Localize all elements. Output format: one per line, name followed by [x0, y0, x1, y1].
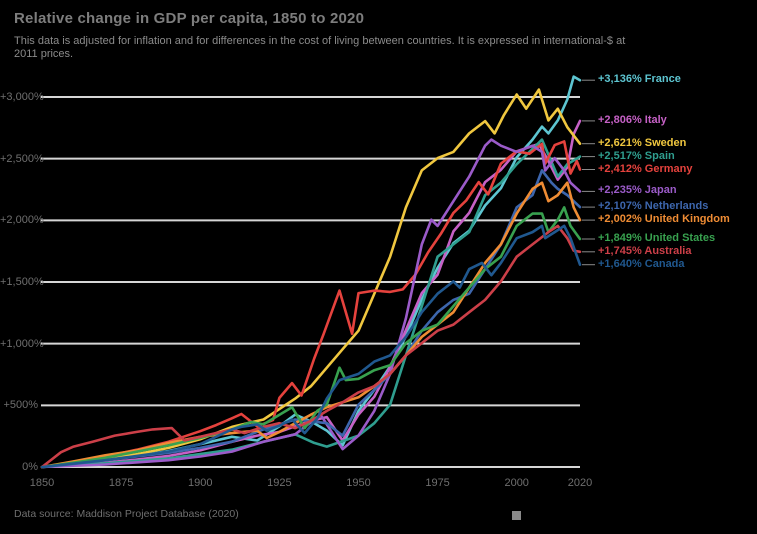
y-tick-label: 0%: [22, 461, 38, 473]
chart-subtitle: This data is adjusted for inflation and …: [14, 35, 626, 60]
source-note: Data source: Maddison Project Database (…: [14, 508, 239, 520]
y-tick-label: +1,000%: [0, 337, 44, 350]
chart-title: Relative change in GDP per capita, 1850 …: [14, 10, 365, 27]
legend-item-spain[interactable]: +2,517% Spain: [598, 149, 675, 162]
legend-item-united-states[interactable]: +1,849% United States: [598, 231, 716, 244]
x-tick-label: 1875: [108, 477, 134, 489]
y-tick-label: +500%: [3, 399, 38, 412]
x-tick-label: 2000: [504, 477, 529, 489]
x-tick-label: 1975: [425, 477, 450, 489]
legend-item-sweden[interactable]: +2,621% Sweden: [598, 136, 687, 149]
x-tick-label: 1900: [187, 477, 213, 489]
legend-item-canada[interactable]: +1,640% Canada: [598, 257, 685, 270]
legend-item-france[interactable]: +3,136% France: [598, 73, 681, 86]
x-tick-label: 2020: [567, 477, 593, 489]
legend-item-netherlands[interactable]: +2,107% Netherlands: [598, 200, 709, 213]
series-line-japan[interactable]: [40, 138, 582, 469]
y-tick-label: +2,000%: [0, 214, 44, 227]
legend-item-australia[interactable]: +1,745% Australia: [598, 244, 692, 257]
legend-item-japan[interactable]: +2,235% Japan: [598, 184, 677, 197]
x-tick-label: 1950: [346, 477, 371, 489]
series-line-netherlands[interactable]: [40, 169, 582, 469]
series-line-germany[interactable]: [40, 140, 582, 469]
y-tick-label: +2,500%: [0, 152, 44, 165]
series-line-canada[interactable]: [40, 224, 582, 469]
x-tick-label: 1850: [29, 477, 55, 489]
y-tick-label: +3,000%: [0, 91, 44, 103]
series-line-sweden[interactable]: [40, 88, 582, 469]
x-tick-label: 1925: [267, 477, 292, 489]
series-line-france[interactable]: [40, 75, 582, 469]
legend-item-united-kingdom[interactable]: +2,002% United Kingdom: [598, 213, 730, 226]
owid-logo: [512, 511, 521, 520]
legend-item-germany[interactable]: +2,412% Germany: [598, 162, 693, 175]
y-tick-label: +1,500%: [0, 276, 44, 288]
series-line-australia[interactable]: [40, 224, 582, 469]
legend-item-italy[interactable]: +2,806% Italy: [598, 113, 667, 126]
